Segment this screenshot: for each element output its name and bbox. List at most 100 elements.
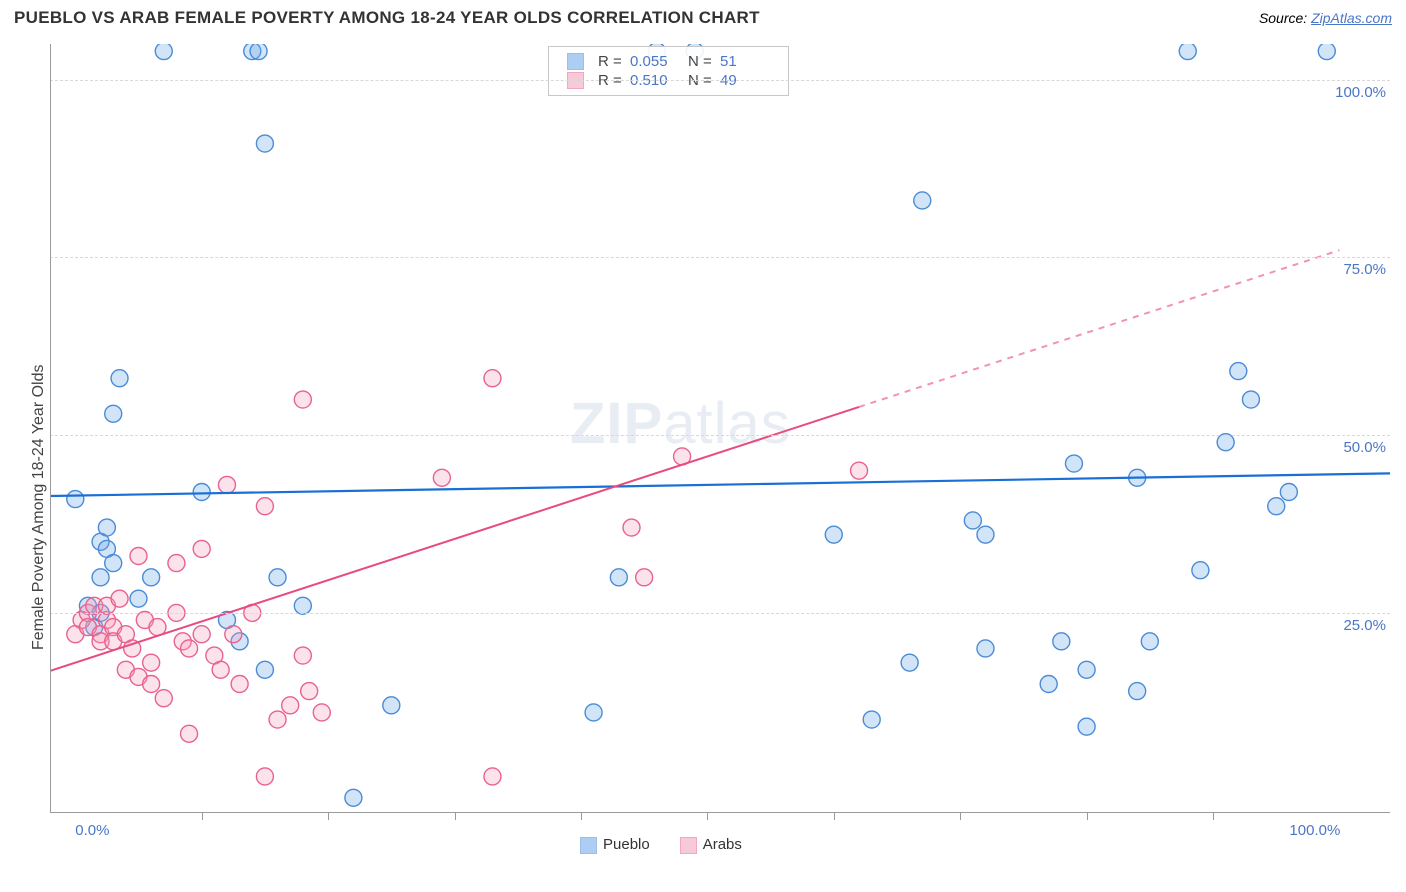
scatter-point (294, 391, 311, 408)
scatter-point (143, 676, 160, 693)
scatter-point (155, 44, 172, 60)
scatter-point (345, 789, 362, 806)
x-tick (455, 812, 456, 820)
scatter-point (825, 526, 842, 543)
series-legend: Pueblo Arabs (580, 836, 742, 854)
legend-label: Arabs (703, 836, 742, 853)
scatter-point (610, 569, 627, 586)
y-axis-label: Female Poverty Among 18-24 Year Olds (30, 365, 48, 651)
scatter-point (1280, 484, 1297, 501)
scatter-point (67, 491, 84, 508)
gridline (50, 435, 1390, 436)
scatter-point (98, 519, 115, 536)
scatter-point (1179, 44, 1196, 60)
scatter-point (313, 704, 330, 721)
scatter-point (977, 640, 994, 657)
gridline (50, 257, 1390, 258)
scatter-point (168, 555, 185, 572)
y-tick-label: 75.0% (1326, 261, 1386, 278)
trendline (50, 407, 859, 671)
scatter-point (585, 704, 602, 721)
scatter-point (1242, 391, 1259, 408)
trendline (50, 473, 1390, 496)
scatter-point (130, 590, 147, 607)
scatter-plot (50, 44, 1390, 812)
scatter-point (433, 469, 450, 486)
scatter-point (181, 725, 198, 742)
scatter-point (383, 697, 400, 714)
scatter-point (484, 370, 501, 387)
y-tick-label: 50.0% (1326, 439, 1386, 456)
gridline (50, 80, 1390, 81)
scatter-point (484, 768, 501, 785)
scatter-point (193, 626, 210, 643)
scatter-point (294, 597, 311, 614)
scatter-point (250, 44, 267, 60)
source-link[interactable]: ZipAtlas.com (1311, 10, 1392, 26)
scatter-point (155, 690, 172, 707)
scatter-point (111, 370, 128, 387)
chart-title: PUEBLO VS ARAB FEMALE POVERTY AMONG 18-2… (14, 8, 760, 28)
scatter-point (256, 498, 273, 515)
scatter-point (1217, 434, 1234, 451)
scatter-point (269, 569, 286, 586)
scatter-point (977, 526, 994, 543)
y-tick-label: 100.0% (1326, 84, 1386, 101)
x-tick (834, 812, 835, 820)
scatter-point (92, 569, 109, 586)
scatter-point (1129, 683, 1146, 700)
scatter-point (914, 192, 931, 209)
scatter-point (143, 569, 160, 586)
x-tick (328, 812, 329, 820)
legend-item: Arabs (680, 836, 742, 854)
scatter-point (1065, 455, 1082, 472)
scatter-point (1078, 661, 1095, 678)
header: PUEBLO VS ARAB FEMALE POVERTY AMONG 18-2… (0, 0, 1406, 34)
scatter-point (1230, 363, 1247, 380)
legend-row: R =0.055N =51 (567, 52, 770, 71)
legend-swatch (680, 837, 697, 854)
scatter-point (1078, 718, 1095, 735)
trendline-dashed (859, 250, 1339, 407)
scatter-point (143, 654, 160, 671)
scatter-point (105, 555, 122, 572)
chart-container: PUEBLO VS ARAB FEMALE POVERTY AMONG 18-2… (0, 0, 1406, 892)
scatter-point (1268, 498, 1285, 515)
scatter-point (1040, 676, 1057, 693)
scatter-point (105, 405, 122, 422)
scatter-point (901, 654, 918, 671)
scatter-point (256, 135, 273, 152)
scatter-point (636, 569, 653, 586)
scatter-point (212, 661, 229, 678)
legend-swatch (580, 837, 597, 854)
scatter-point (851, 462, 868, 479)
source-credit: Source: ZipAtlas.com (1259, 10, 1392, 26)
scatter-point (225, 626, 242, 643)
x-tick (960, 812, 961, 820)
scatter-point (1053, 633, 1070, 650)
x-tick (1213, 812, 1214, 820)
x-tick-label: 100.0% (1289, 822, 1340, 839)
legend-label: Pueblo (603, 836, 650, 853)
y-tick-label: 25.0% (1326, 617, 1386, 634)
scatter-point (294, 647, 311, 664)
scatter-point (282, 697, 299, 714)
scatter-point (193, 540, 210, 557)
x-tick (581, 812, 582, 820)
scatter-point (256, 768, 273, 785)
scatter-point (231, 676, 248, 693)
scatter-point (964, 512, 981, 529)
x-tick (707, 812, 708, 820)
scatter-point (863, 711, 880, 728)
scatter-point (1141, 633, 1158, 650)
scatter-point (193, 484, 210, 501)
scatter-point (1192, 562, 1209, 579)
scatter-point (218, 476, 235, 493)
x-tick (202, 812, 203, 820)
x-tick (1087, 812, 1088, 820)
correlation-legend: R =0.055N =51R =0.510N =49 (548, 46, 789, 96)
legend-item: Pueblo (580, 836, 650, 854)
x-tick-label: 0.0% (75, 822, 109, 839)
scatter-point (256, 661, 273, 678)
legend-swatch (567, 53, 584, 70)
